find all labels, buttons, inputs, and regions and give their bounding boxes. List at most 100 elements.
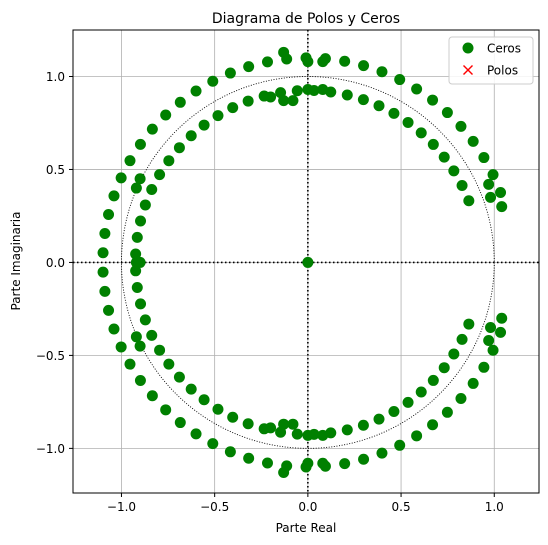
- zero-marker: [275, 87, 287, 99]
- zero-marker: [456, 179, 468, 191]
- zero-marker: [139, 199, 151, 211]
- zero-marker: [358, 453, 370, 465]
- zero-marker: [134, 173, 146, 185]
- zero-marker: [483, 178, 495, 190]
- chart-title: Diagrama de Polos y Ceros: [212, 11, 400, 27]
- zero-marker: [308, 428, 320, 440]
- zero-marker: [438, 151, 450, 163]
- zero-marker: [463, 195, 475, 207]
- zero-marker: [300, 52, 312, 64]
- zero-marker: [131, 281, 143, 293]
- zero-marker: [339, 458, 351, 470]
- zero-marker: [146, 183, 158, 195]
- x-axis-ticks: −1.0 −0.5 0.0 0.5 1.0: [107, 493, 504, 514]
- zero-marker: [300, 461, 312, 473]
- zero-marker: [108, 323, 120, 335]
- zero-marker: [478, 361, 490, 373]
- legend-polos-marker: [463, 65, 473, 75]
- zero-marker: [291, 85, 303, 97]
- zero-marker: [478, 152, 490, 164]
- zero-marker: [243, 61, 255, 73]
- zero-marker: [394, 439, 406, 451]
- zero-marker: [438, 362, 450, 374]
- zero-marker: [185, 130, 197, 142]
- y-tick-label: 0.5: [46, 163, 65, 177]
- x-tick-label: −0.5: [200, 500, 229, 514]
- zero-marker: [212, 110, 224, 122]
- y-axis-ticks: −1.0 −0.5 0.0 0.5 1.0: [36, 70, 73, 456]
- zero-marker: [281, 460, 293, 472]
- zero-marker: [261, 56, 273, 68]
- zero-marker: [124, 358, 136, 370]
- zero-marker: [185, 383, 197, 395]
- legend: Ceros Polos: [448, 36, 534, 85]
- zero-marker: [455, 120, 467, 132]
- zero-marker: [485, 322, 497, 334]
- zero-marker: [402, 396, 414, 408]
- zero-marker: [495, 326, 507, 338]
- zero-marker: [103, 304, 115, 316]
- zero-marker: [456, 333, 468, 345]
- zero-marker: [485, 191, 497, 203]
- zero-marker: [319, 53, 331, 65]
- zero-marker: [135, 215, 147, 227]
- zero-marker: [130, 182, 142, 194]
- zero-marker: [207, 75, 219, 87]
- zero-marker: [341, 89, 353, 101]
- zero-marker: [135, 298, 147, 310]
- zero-marker: [99, 285, 111, 297]
- zero-marker: [319, 460, 331, 472]
- zero-marker: [212, 403, 224, 415]
- zero-marker: [339, 55, 351, 67]
- zero-marker: [441, 107, 453, 119]
- zero-marker: [99, 227, 111, 239]
- zero-marker: [411, 83, 423, 95]
- zero-marker: [373, 100, 385, 112]
- zero-marker: [341, 424, 353, 436]
- x-tick-label: −1.0: [107, 500, 136, 514]
- zero-marker: [402, 116, 414, 128]
- zero-marker: [394, 74, 406, 86]
- zero-marker: [281, 53, 293, 65]
- zero-marker: [115, 172, 127, 184]
- zero-marker: [130, 248, 142, 260]
- zero-marker: [174, 417, 186, 429]
- zero-marker: [427, 374, 439, 386]
- zero-marker: [496, 312, 508, 324]
- zero-marker: [261, 457, 273, 469]
- zero-marker: [427, 138, 439, 150]
- zero-marker: [357, 419, 369, 431]
- zero-marker: [130, 265, 142, 277]
- zero-marker: [483, 335, 495, 347]
- zero-marker: [103, 208, 115, 220]
- zero-marker: [302, 256, 314, 268]
- zero-marker: [124, 155, 136, 167]
- zero-marker: [495, 186, 507, 198]
- zero-marker: [227, 102, 239, 114]
- zero-marker: [134, 340, 146, 352]
- zero-marker: [427, 94, 439, 106]
- zero-marker: [358, 60, 370, 72]
- zero-marker: [467, 135, 479, 147]
- zero-marker: [198, 119, 210, 131]
- zero-marker: [227, 411, 239, 423]
- zero-marker: [160, 404, 172, 416]
- zero-marker: [163, 358, 175, 370]
- zero-marker: [115, 341, 127, 353]
- zero-marker: [224, 446, 236, 458]
- x-axis-label: Parte Real: [276, 521, 337, 535]
- zero-marker: [97, 266, 109, 278]
- zero-marker: [441, 406, 453, 418]
- zero-marker: [455, 392, 467, 404]
- zero-marker: [448, 165, 460, 177]
- zero-marker: [174, 96, 186, 108]
- zero-marker: [258, 90, 270, 102]
- legend-ceros-marker: [462, 42, 474, 54]
- y-axis-label: Parte Imaginaria: [9, 212, 23, 311]
- zero-marker: [190, 85, 202, 97]
- zero-marker: [207, 438, 219, 450]
- zero-marker: [415, 386, 427, 398]
- zero-marker: [154, 344, 166, 356]
- zero-marker: [496, 201, 508, 213]
- zero-marker: [308, 85, 320, 97]
